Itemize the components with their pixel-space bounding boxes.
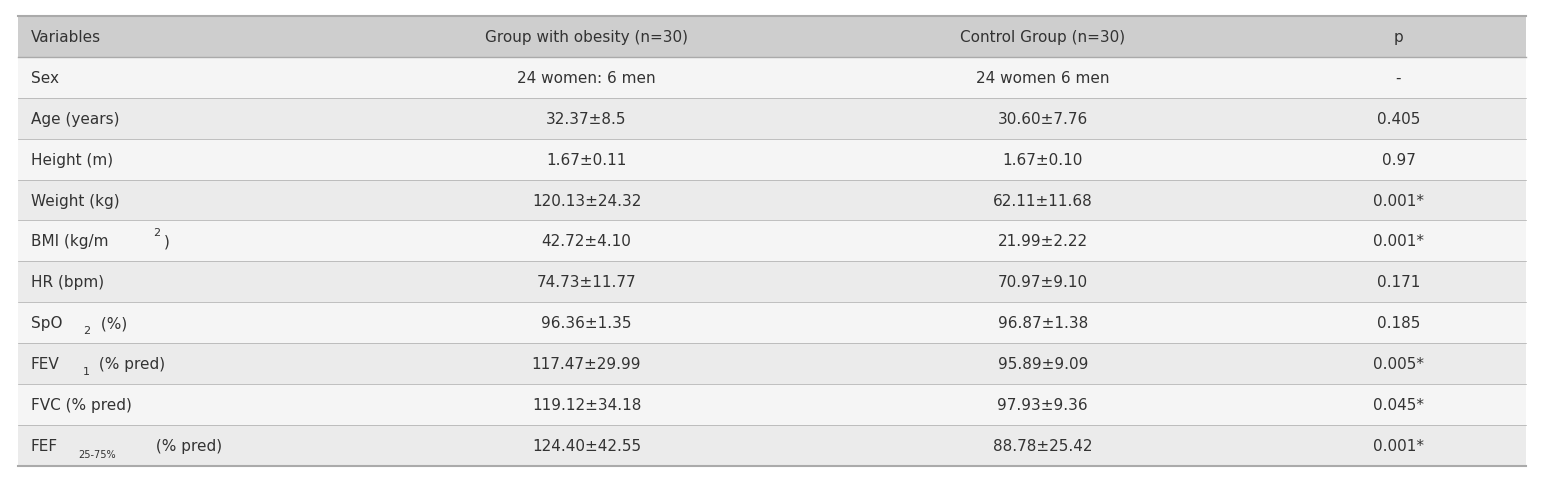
Text: 124.40±42.55: 124.40±42.55	[532, 438, 641, 453]
Bar	[19, 180, 1526, 221]
Bar	[19, 302, 1526, 343]
Text: 2: 2	[84, 325, 90, 335]
Text: 24 women: 6 men: 24 women: 6 men	[517, 71, 656, 86]
Text: 1.67±0.10: 1.67±0.10	[1003, 152, 1083, 168]
Text: 97.93±9.36: 97.93±9.36	[998, 397, 1088, 412]
Bar	[19, 139, 1526, 180]
Text: 0.001*: 0.001*	[1374, 438, 1423, 453]
Text: 24 women 6 men: 24 women 6 men	[976, 71, 1110, 86]
Text: Sex: Sex	[31, 71, 59, 86]
Bar	[19, 384, 1526, 425]
Text: Age (years): Age (years)	[31, 111, 120, 127]
Text: FEV: FEV	[31, 356, 59, 372]
Text: 21.99±2.22: 21.99±2.22	[998, 234, 1088, 249]
Text: Group with obesity (n=30): Group with obesity (n=30)	[486, 30, 688, 45]
Bar	[19, 425, 1526, 466]
Text: 96.36±1.35: 96.36±1.35	[542, 315, 632, 331]
Text: 0.001*: 0.001*	[1374, 193, 1423, 208]
Bar	[19, 343, 1526, 384]
Text: Variables: Variables	[31, 30, 101, 45]
Text: 42.72±4.10: 42.72±4.10	[542, 234, 632, 249]
Text: 119.12±34.18: 119.12±34.18	[532, 397, 641, 412]
Text: 74.73±11.77: 74.73±11.77	[537, 275, 636, 290]
Text: 0.97: 0.97	[1381, 152, 1415, 168]
Text: ): )	[163, 234, 169, 249]
Text: 1.67±0.11: 1.67±0.11	[546, 152, 627, 168]
Text: 0.405: 0.405	[1377, 111, 1420, 127]
Text: 95.89±9.09: 95.89±9.09	[998, 356, 1088, 372]
Text: 0.001*: 0.001*	[1374, 234, 1423, 249]
Text: BMI (kg/m: BMI (kg/m	[31, 234, 109, 249]
Text: FVC (% pred): FVC (% pred)	[31, 397, 132, 412]
Text: 25-75%: 25-75%	[79, 449, 116, 459]
Text: 120.13±24.32: 120.13±24.32	[532, 193, 641, 208]
Text: Height (m): Height (m)	[31, 152, 113, 168]
Text: 0.185: 0.185	[1377, 315, 1420, 331]
Text: 70.97±9.10: 70.97±9.10	[998, 275, 1088, 290]
Text: 117.47±29.99: 117.47±29.99	[532, 356, 641, 372]
Text: 0.045*: 0.045*	[1374, 397, 1423, 412]
Text: Weight (kg): Weight (kg)	[31, 193, 120, 208]
Text: (% pred): (% pred)	[151, 438, 222, 453]
Text: HR (bpm): HR (bpm)	[31, 275, 104, 290]
Text: 88.78±25.42: 88.78±25.42	[993, 438, 1093, 453]
Text: 30.60±7.76: 30.60±7.76	[998, 111, 1088, 127]
Text: 96.87±1.38: 96.87±1.38	[998, 315, 1088, 331]
Text: FEF: FEF	[31, 438, 57, 453]
Bar	[19, 221, 1526, 262]
Text: p: p	[1394, 30, 1403, 45]
Text: 62.11±11.68: 62.11±11.68	[993, 193, 1093, 208]
Text: 0.171: 0.171	[1377, 275, 1420, 290]
Text: 0.005*: 0.005*	[1374, 356, 1423, 372]
Bar	[19, 262, 1526, 302]
Text: Control Group (n=30): Control Group (n=30)	[961, 30, 1125, 45]
Text: 32.37±8.5: 32.37±8.5	[546, 111, 627, 127]
Text: 1: 1	[84, 366, 90, 376]
Bar	[19, 17, 1526, 58]
Bar	[19, 98, 1526, 139]
Text: (%): (%)	[96, 315, 127, 331]
Bar	[19, 58, 1526, 98]
Text: -: -	[1395, 71, 1401, 86]
Text: SpO: SpO	[31, 315, 62, 331]
Text: 2: 2	[152, 228, 160, 238]
Text: (% pred): (% pred)	[95, 356, 165, 372]
